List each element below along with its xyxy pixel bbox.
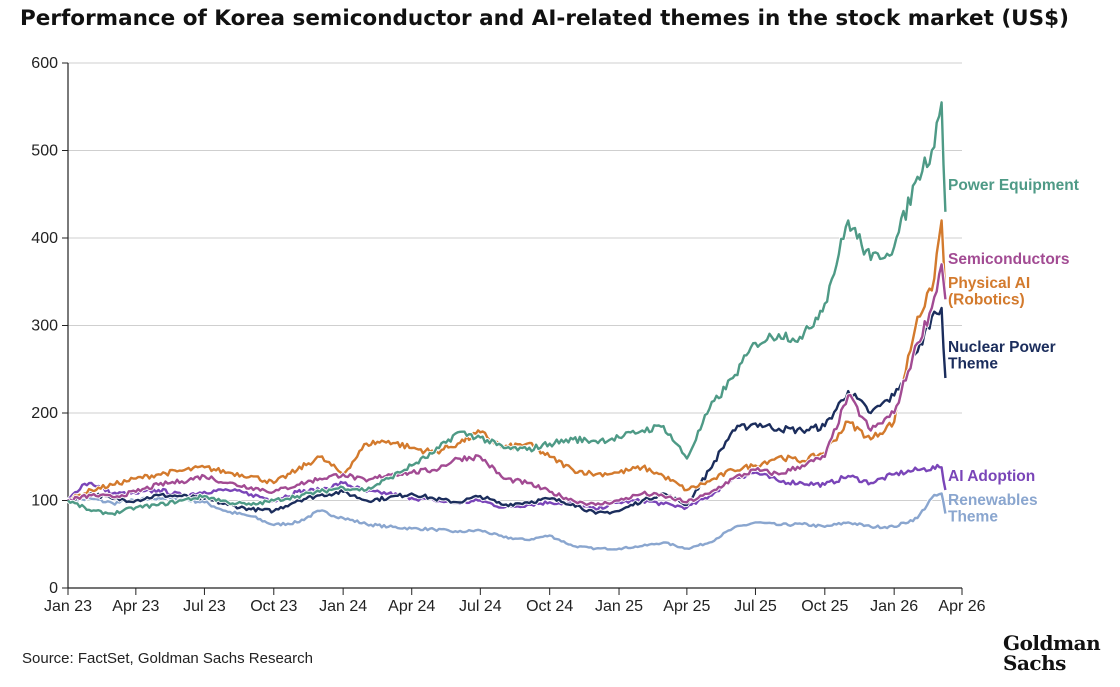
goldman-sachs-logo: Goldman Sachs	[1003, 633, 1103, 673]
x-axis: Jan 23 Apr 23 Jul 23 Oct 23 Jan 24 Apr 24 Jul …	[44, 587, 986, 615]
x-tick-label: Apr 23	[112, 598, 159, 615]
series-label-line: (Robotics)	[948, 292, 1025, 309]
series-label-line: Theme	[948, 509, 998, 526]
x-tick-label: Oct 24	[526, 598, 573, 615]
y-tick-label: 100	[31, 493, 58, 510]
x-tick-label: Jan 26	[870, 598, 918, 615]
series-label-ai-adoption: AI Adoption	[948, 468, 1035, 485]
series-label-line: Semiconductors	[948, 251, 1069, 268]
series-line-renewables-theme	[67, 492, 947, 551]
x-tick-label: Jul 24	[459, 598, 502, 615]
gridlines	[68, 62, 962, 501]
series-line-semiconductors	[67, 263, 947, 507]
x-tick-label: Jul 23	[183, 598, 226, 615]
x-tick-label: Oct 23	[250, 598, 297, 615]
series-line-power-equipment	[67, 101, 947, 516]
y-tick-label: 0	[49, 580, 58, 597]
logo-line-2: Sachs	[1003, 651, 1066, 675]
series-label-line: Physical AI	[948, 275, 1030, 292]
series-labels: Power Equipment Semiconductors Physical AI…	[948, 177, 1079, 526]
x-tick-label: Apr 25	[663, 598, 710, 615]
series-label-nuclear-power-theme: Nuclear Power Theme	[948, 339, 1056, 373]
x-tick-label: Jan 24	[319, 598, 367, 615]
series-label-renewables-theme: Renewables Theme	[948, 492, 1038, 526]
series-line-physical-ai-robotics	[68, 219, 947, 502]
series-label-line: AI Adoption	[948, 468, 1035, 485]
y-tick-label: 200	[31, 405, 58, 422]
x-tick-label: Apr 24	[388, 598, 435, 615]
line-chart: 0 100 200 300 400 500 600 Jan 23 Apr 23 Jul 23 Oc…	[31, 55, 1079, 615]
series-lines	[66, 100, 948, 552]
series-label-line: Nuclear Power	[948, 339, 1056, 356]
y-tick-label: 500	[31, 143, 58, 160]
series-label-semiconductors: Semiconductors	[948, 251, 1069, 268]
series-label-physical-ai-robotics: Physical AI (Robotics)	[948, 275, 1030, 309]
x-tick-label: Oct 25	[801, 598, 848, 615]
logo-line-1: Goldman	[1003, 631, 1101, 655]
x-tick-label: Apr 26	[938, 598, 985, 615]
chart-title: Performance of Korea semiconductor and A…	[20, 6, 1069, 31]
x-tick-label: Jan 23	[44, 598, 92, 615]
y-tick-label: 600	[31, 55, 58, 72]
y-tick-label: 400	[31, 230, 58, 247]
y-axis: 0 100 200 300 400 500 600	[31, 55, 69, 597]
source-note: Source: FactSet, Goldman Sachs Research	[22, 650, 313, 667]
series-label-line: Theme	[948, 356, 998, 373]
series-label-line: Power Equipment	[948, 177, 1079, 194]
x-tick-label: Jul 25	[734, 598, 777, 615]
y-tick-label: 300	[31, 318, 58, 335]
series-label-line: Renewables	[948, 492, 1038, 509]
x-tick-label: Jan 25	[595, 598, 643, 615]
series-label-power-equipment: Power Equipment	[948, 177, 1079, 194]
